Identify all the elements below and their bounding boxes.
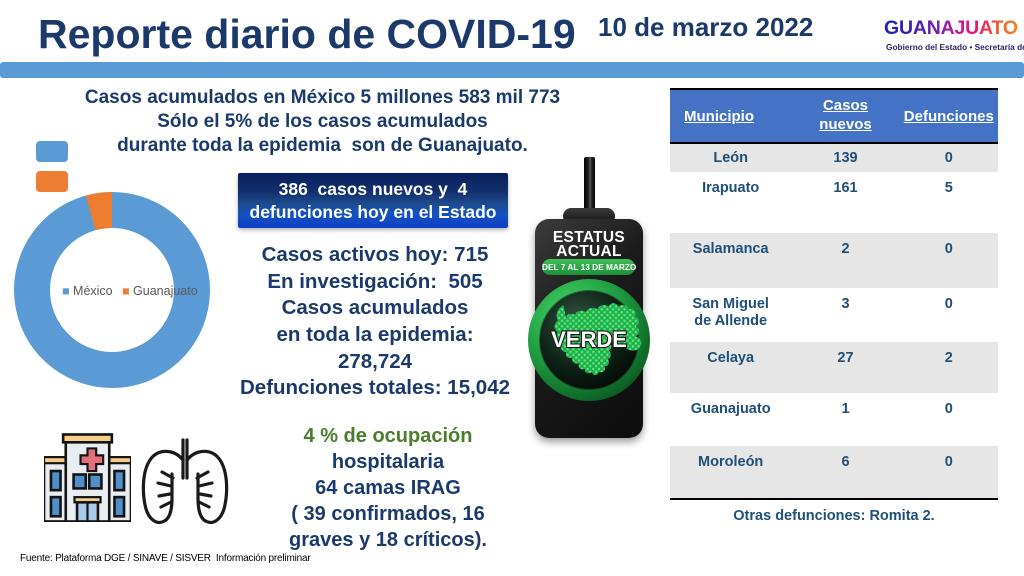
svg-text:■ México: ■ México	[62, 284, 113, 298]
svg-text:■ Guanajuato: ■ Guanajuato	[122, 284, 198, 298]
svg-text:VERDE: VERDE	[551, 327, 627, 352]
